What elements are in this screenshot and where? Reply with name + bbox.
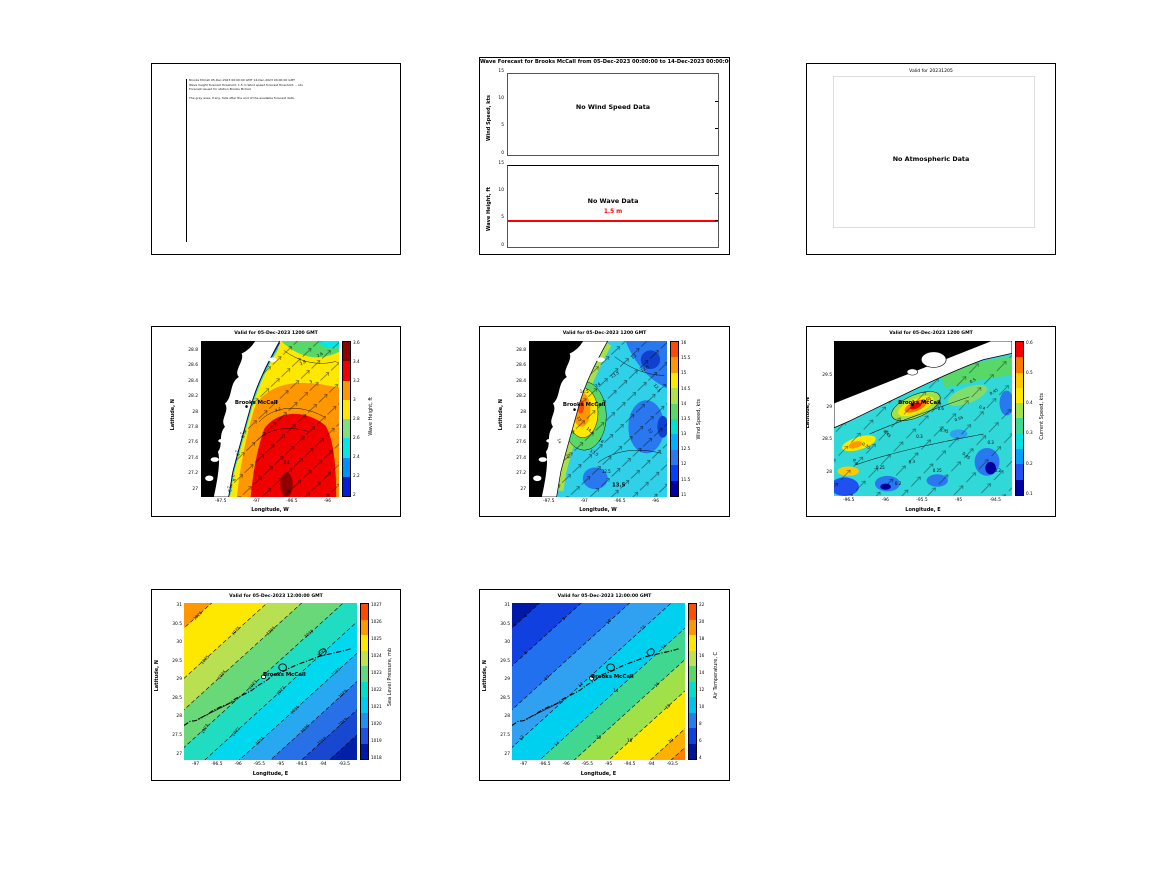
summary-axis-spine (186, 79, 188, 242)
pressure-map-ylabel: Latitude, N (154, 660, 160, 692)
current-map-xticks: -96.5 -96 -95.5 -95 -94.5 (843, 498, 1001, 503)
pressure-contour-labels: 1026 1025 1025 1024 1024 1023 1023 1023 1022 1022… (192, 609, 349, 747)
current-map-plot: 0.5 0.45 0.4 0.55 0.6 0.65 0.35 0.3 0.45 0.35 0.4 0… (834, 341, 1012, 496)
atmospheric-title: Valid for 20231205 (909, 69, 953, 74)
current-map-ylabel: Latitude, N (806, 397, 811, 429)
right-tick (715, 100, 718, 102)
temp-colorbar-label: Air Temperature, C (713, 652, 719, 699)
wind-map-title: Valid for 05-Dec-2023 1200 GMT (562, 331, 647, 336)
wave-threshold-label: 1.5 m (603, 208, 623, 215)
wave-map-graphic (201, 341, 339, 497)
wave-colorbar-ticks: 3.6 3.4 3.2 3 2.8 2.6 2.4 2.2 2 (353, 340, 360, 497)
wind-contour-labels: 13 12.5 13.5 14 14.5 15 14.5 14 13.5 13 12.5 12 12.5… (556, 352, 663, 489)
current-colorbar (1015, 341, 1024, 496)
wave-contour-labels: 2.8 2.6 3 3.2 2.8 2.6 3.4 2.4 2.2 (225, 350, 324, 493)
atmospheric-axes-box (833, 76, 1035, 228)
pressure-map-xticks: -97 -96.5 -96 -95.5 -95 -94.5 -94 -93.5 (192, 762, 350, 767)
current-map-panel: Valid for 05-Dec-2023 1200 GMT (806, 326, 1056, 517)
temp-colorbar (688, 603, 697, 760)
atmospheric-panel: Valid for 20231205 No Atmospheric Data (806, 63, 1056, 255)
temp-map-xticks: -97 -96.5 -96 -95.5 -95 -94.5 -94 -93.5 (520, 762, 678, 767)
pressure-colorbar-ticks: 1027 1026 1025 1024 1023 1022 1021 1020 1019 1018 (371, 602, 382, 760)
summary-panel: Brooks McCall 05-Dec-2023 00:00:00 GMT 1… (151, 63, 401, 255)
current-map-yticks: 29.5 29 28.5 28 (822, 373, 832, 475)
current-map-graphic (834, 341, 1012, 496)
wind-map-ylabel: Latitude, N (498, 399, 504, 431)
wind-speed-axes: No Wind Speed Data (507, 73, 719, 156)
wind-map-xticks: -97.5 -97 -96.5 -96 (543, 499, 659, 504)
wind-colorbar-label: Wind Speed, kts (696, 399, 702, 440)
station-marker-label: Brooks McCall (234, 400, 278, 407)
temp-map-plot: 6 6 8 8 10 10 12 12 12 14 14 14 16 16 18 18 20 Brooks Mc… (512, 603, 685, 760)
right-tick (715, 192, 718, 194)
temp-map-panel: Valid for 05-Dec-2023 12:00:00 GMT (479, 589, 730, 781)
wave-colorbar-label: Wave Height, ft (368, 397, 374, 436)
current-colorbar-label: Current Speed, kts (1039, 393, 1045, 440)
current-map-title: Valid for 05-Dec-2023 1200 GMT (889, 331, 973, 336)
current-map-xlabel: Longitude, E (905, 507, 941, 513)
pressure-map-yticks: 31 30.5 30 29.5 29 28.5 28 27.5 27 (172, 603, 182, 757)
no-wind-data-message: No Wind Speed Data (575, 103, 651, 112)
wave-map-xticks: -97.5 -97 -96.5 -96 (215, 499, 331, 504)
pressure-map-graphic (184, 603, 357, 760)
wind-map-graphic (529, 341, 667, 497)
pressure-colorbar (360, 603, 369, 760)
wave-map-ylabel: Latitude, N (170, 399, 176, 431)
temp-map-title: Valid for 05-Dec-2023 12:00:00 GMT (557, 594, 652, 599)
current-contour-labels: 0.5 0.45 0.4 0.55 0.6 0.65 0.35 0.3 0.45 0.35 0.4 0… (852, 377, 1001, 486)
wave-yticks: 15 10 5 0 (498, 161, 504, 248)
wind-map-plot: 13 12.5 13.5 14 14.5 15 14.5 14 13.5 13 12.5 12 12.5… (529, 341, 667, 497)
wind-map-xlabel: Longitude, W (579, 507, 617, 513)
summary-text-block: Brooks McCall 05-Dec-2023 00:00:00 GMT 1… (189, 78, 319, 100)
pressure-colorbar-label: Sea Level Pressure, mb (387, 648, 393, 707)
station-marker-label: Brooks McCall (262, 672, 306, 679)
wind-colorbar (670, 341, 679, 497)
summary-line: Brooks McCall 05-Dec-2023 00:00:00 GMT 1… (189, 78, 295, 82)
wave-map-panel: Valid for 05-Dec-2023 1200 GMT (151, 326, 401, 517)
current-colorbar-ticks: 0.6 0.5 0.4 0.3 0.2 0.1 (1026, 340, 1033, 496)
wave-height-axes: No Wave Data 1.5 m (507, 165, 719, 248)
station-marker-label: Brooks McCall (590, 673, 634, 680)
temp-map-xlabel: Longitude, E (580, 771, 617, 777)
wind-map-panel: Valid for 05-Dec-2023 1200 GMT (479, 326, 730, 517)
wave-map-xlabel: Longitude, W (251, 507, 289, 513)
wave-ylabel: Wave Height, ft (486, 187, 492, 232)
right-tick (715, 127, 718, 129)
summary-line: Wave height forecast threshold: 1.5 m Wi… (189, 82, 303, 87)
temp-map-yticks: 31 30.5 30 29.5 29 28.5 28 27.5 27 (500, 603, 510, 757)
wave-colorbar (342, 341, 351, 497)
wave-forecast-panel: Wave Forecast for Brooks McCall from 05-… (479, 57, 730, 255)
wind-yticks: 15 10 5 0 (498, 69, 504, 156)
summary-paragraph: The gray area, if any, falls after the e… (189, 95, 295, 100)
pressure-map-panel: Valid for 05-Dec-2023 12:00:00 GMT (151, 589, 401, 781)
wave-map-title: Valid for 05-Dec-2023 1200 GMT (234, 331, 318, 336)
wave-map-yticks: 28.8 28.6 28.4 28.2 28 27.8 27.6 27.4 27.2 27 (188, 348, 198, 492)
temp-map-ylabel: Latitude, N (482, 660, 488, 692)
pressure-map-title: Valid for 05-Dec-2023 12:00:00 GMT (229, 594, 323, 599)
pressure-map-xlabel: Longitude, E (252, 771, 289, 777)
wind-ylabel: Wind Speed, kts (486, 95, 492, 141)
station-marker-label: Brooks McCall (898, 400, 941, 406)
no-wave-data-message: No Wave Data (587, 196, 639, 205)
summary-line: Forecast issued for station Brooks McCal… (189, 87, 251, 91)
right-tick (715, 219, 718, 221)
temp-contour-labels: 6 6 8 8 10 10 12 12 12 14 14 14 16 16 18 18 20 (512, 612, 675, 748)
station-marker-label: Brooks McCall (562, 401, 606, 408)
wave-map-plot: 2.8 2.6 3 3.2 2.8 2.6 3.4 2.4 2.2 Brooks McCall (201, 341, 339, 497)
wind-colorbar-ticks: 16 15.5 15 14.5 14 13.5 13 12.5 12 11.5 11 (681, 340, 691, 497)
temp-map-graphic (512, 603, 685, 760)
wind-map-yticks: 28.8 28.6 28.4 28.2 28 27.8 27.6 27.4 27.2 27 (516, 348, 526, 492)
temp-colorbar-ticks: 22 20 18 16 14 12 10 8 6 4 (699, 602, 705, 760)
pressure-map-plot: 1026 1025 1025 1024 1024 1023 1023 1023 1022 1022… (184, 603, 357, 760)
no-atmospheric-data-message: No Atmospheric Data (892, 155, 970, 164)
wave-forecast-title: Wave Forecast for Brooks McCall from 05-… (480, 59, 730, 65)
wave-threshold-line (508, 220, 718, 222)
